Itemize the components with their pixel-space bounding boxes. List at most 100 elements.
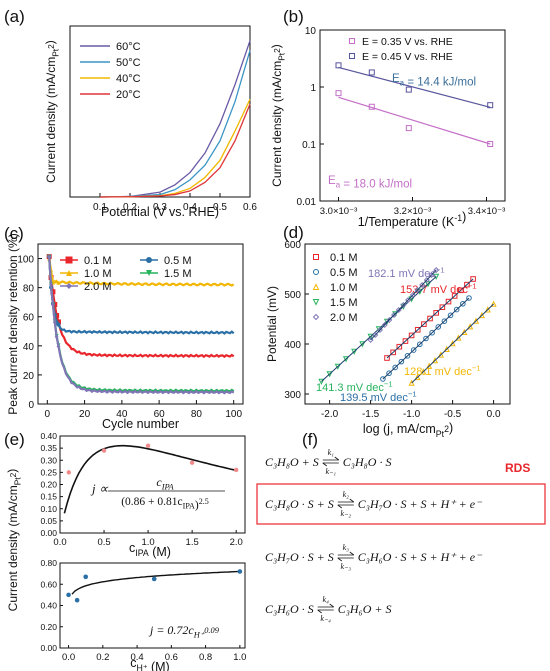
x-tick-label: 0.2: [96, 652, 109, 663]
reverse-arrowhead: [317, 609, 322, 614]
panel-d-ylabel: Potential (mV): [265, 286, 279, 362]
x-tick-label: 0.5: [213, 202, 227, 213]
data-point: [56, 344, 61, 349]
y-tick-label: 0: [28, 400, 34, 411]
data-point: [453, 306, 460, 313]
formula-text: j = 0.72cH⁺0.09: [148, 623, 220, 640]
y-tick-label: 20: [23, 371, 35, 382]
data-point: [458, 287, 464, 294]
panel-d: (d) -2.0 -1.5 -1.0 -0.5 0.0 300 400 500 600 log (j…: [265, 223, 511, 439]
x-tick-label: 0.1: [93, 202, 107, 213]
formula-numerator: cIPA: [156, 475, 174, 492]
x-tick-label: -0.5: [444, 409, 462, 420]
y-tick-label: 10: [305, 26, 317, 37]
data-point: [335, 90, 342, 97]
panel-b-xlabel: 1/Temperature (K-1): [358, 210, 467, 229]
reaction-rhs: C₃H₆O · S + S + H⁺ + e⁻: [358, 550, 483, 564]
panel-d-frame: [304, 243, 511, 405]
x-tick-label: 1.0: [141, 537, 154, 548]
data-point: [368, 69, 375, 76]
panel-e-top-xlabel: cIPA (M): [129, 541, 171, 559]
panel-a-ylabel: Current density (mA/cmPt2): [43, 40, 61, 183]
data-point: [52, 320, 57, 325]
reaction-rhs: C₃H₈O · S: [343, 455, 392, 469]
data-point: [395, 306, 402, 314]
panel-a-series-line: [99, 103, 251, 198]
legend-label: 2.0 M: [84, 281, 112, 293]
reaction-lhs: C₃H₆O · S: [265, 602, 314, 616]
y-tick-label: 60: [23, 313, 35, 324]
panel-a-xlabel: Potential (V vs. RHE): [101, 205, 219, 219]
rds-label: RDS: [505, 461, 530, 475]
x-tick-label: -2.0: [321, 409, 339, 420]
data-point: [464, 281, 470, 288]
data-point: [54, 279, 59, 284]
data-point: [376, 326, 383, 334]
legend-marker: [349, 38, 355, 44]
data-point: [451, 293, 458, 299]
reaction-rhs: C₃H₆O + S: [338, 602, 392, 616]
y-tick-label: 300: [284, 390, 301, 401]
fit-curve: [63, 444, 237, 514]
data-point: [478, 311, 485, 319]
y-tick-label: 0.25: [40, 467, 57, 477]
data-point: [435, 324, 442, 330]
fit-curve: [71, 570, 240, 595]
data-point: [431, 357, 439, 364]
legend-marker: [312, 313, 320, 321]
reaction-lhs: C₃H₈O · S + S: [265, 497, 334, 511]
data-point: [414, 286, 421, 294]
reaction-rhs: C₃H₇O · S + S + H⁺ + e⁻: [358, 497, 483, 511]
data-point: [409, 291, 416, 299]
y-tick-label: 0.80: [40, 558, 57, 568]
x-tick-label: -1.0: [403, 409, 421, 420]
x-tick-label: 80: [191, 409, 203, 420]
x-tick-label: 0.0: [53, 537, 66, 548]
panel-e-ylabel: Current density (mA/cmPt2): [5, 469, 23, 612]
legend-marker: [66, 283, 72, 289]
data-point: [405, 125, 412, 132]
legend-label: 1.5 M: [164, 268, 192, 280]
data-point: [433, 273, 440, 280]
data-point: [443, 345, 450, 352]
data-point: [410, 347, 417, 353]
data-point: [381, 321, 388, 329]
rate-constant-forward: k₄: [323, 595, 330, 604]
panel-a-series-line: [99, 40, 251, 198]
rate-constant-forward: k₃: [343, 543, 350, 552]
forward-arrowhead: [349, 498, 355, 503]
panel-a-frame: [69, 25, 251, 198]
legend-label: E = 0.35 V vs. RHE: [362, 36, 453, 48]
data-point: [470, 276, 476, 282]
y-tick-label: 0.05: [40, 516, 57, 526]
panel-b-ylabel: Current density (mA/cmPt2): [269, 44, 287, 187]
activation-energy-label: Ea = 18.0 kJ/mol: [328, 175, 412, 190]
data-point: [375, 326, 382, 333]
data-point: [56, 322, 61, 327]
panel-f: (f) RDS C₃H₈O + S k₁ k₋₁ C₃H₈O · S C₃H₈O · S +…: [256, 430, 546, 623]
x-tick-label: 0: [45, 409, 51, 420]
data-point: [351, 348, 358, 355]
panel-e-letter: (e): [4, 430, 25, 449]
rate-constant-forward: k₁: [328, 448, 335, 457]
data-point: [405, 296, 412, 304]
data-point: [460, 300, 466, 307]
formula-denominator: (0.86 + 0.81cIPA)2.5: [121, 496, 209, 511]
panel-b-letter: (b): [283, 7, 304, 26]
panel-a-letter: (a): [4, 7, 25, 26]
data-point: [335, 62, 342, 69]
legend-label: 50°C: [116, 57, 141, 69]
panel-f-letter: (f): [302, 430, 318, 449]
data-point: [390, 349, 396, 356]
tafel-fit-line: [382, 297, 470, 380]
data-point: [439, 304, 446, 311]
y-tick-label: 500: [284, 290, 301, 301]
data-point: [386, 316, 393, 324]
rds-highlight-box: [256, 483, 546, 525]
data-point: [101, 448, 107, 453]
data-point: [54, 334, 59, 339]
y-tick-label: 0.00: [40, 643, 57, 653]
y-tick-label: 0.40: [40, 431, 57, 441]
rate-constant-forward: k₂: [343, 490, 350, 499]
y-tick-label: 100: [17, 255, 34, 266]
